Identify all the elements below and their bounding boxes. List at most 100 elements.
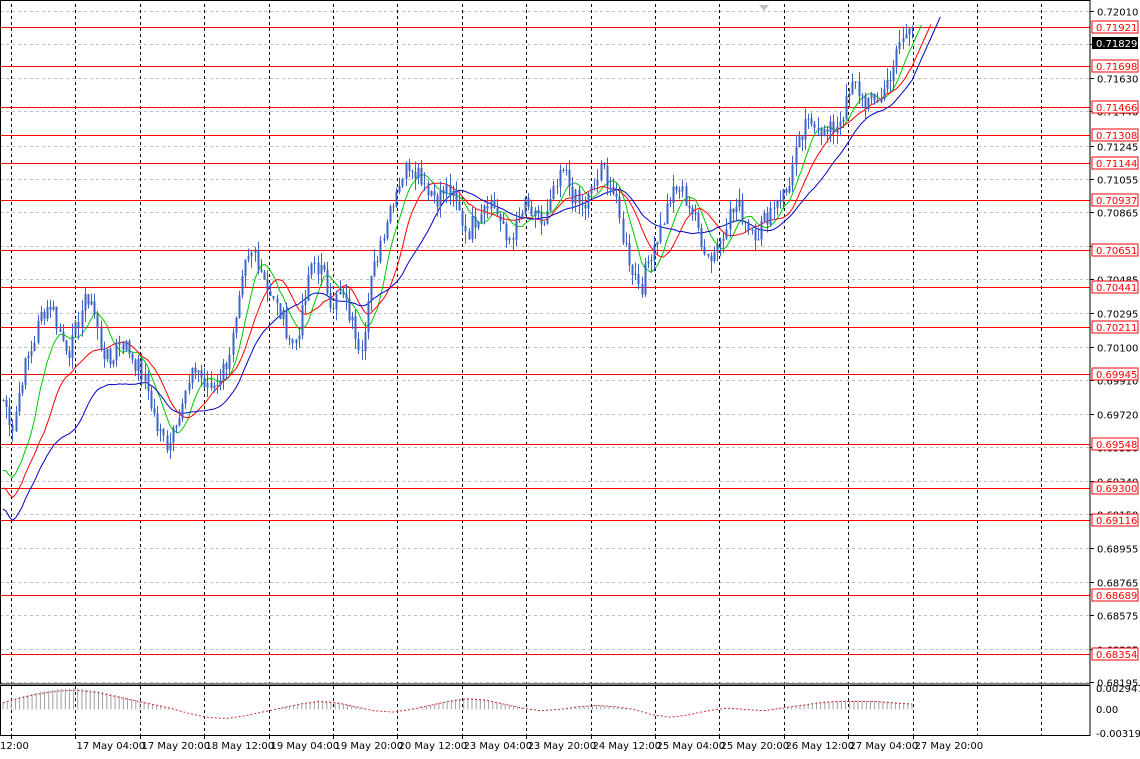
candle-body bbox=[911, 28, 914, 30]
candle-body bbox=[115, 344, 118, 361]
candle-body bbox=[468, 231, 471, 240]
candle-body bbox=[895, 48, 898, 67]
candle-body bbox=[52, 306, 55, 310]
candle-body bbox=[691, 207, 694, 215]
candle-body bbox=[653, 245, 656, 261]
candle-body bbox=[521, 213, 524, 217]
candle-body bbox=[785, 189, 788, 193]
level-tag[interactable] bbox=[1091, 280, 1139, 294]
candle-body bbox=[883, 88, 886, 99]
level-tag[interactable] bbox=[1091, 128, 1139, 142]
level-lines bbox=[0, 27, 1090, 655]
level-tag[interactable] bbox=[1091, 481, 1139, 495]
level-tag[interactable] bbox=[1091, 588, 1139, 602]
candle-body bbox=[433, 191, 436, 196]
level-tag-label: 0.69300 bbox=[1096, 484, 1137, 495]
candle-body bbox=[178, 418, 181, 426]
candle-body bbox=[807, 118, 810, 120]
candle-body bbox=[288, 338, 291, 340]
candle-body bbox=[908, 28, 911, 35]
candle-body bbox=[722, 238, 725, 241]
candle-body bbox=[263, 271, 266, 280]
time-tick-label: 17 May 20:00 bbox=[142, 741, 211, 752]
time-tick-label: 24 May 12:00 bbox=[593, 741, 662, 752]
candle-body bbox=[571, 186, 574, 204]
level-tag[interactable] bbox=[1091, 243, 1139, 257]
candle-body bbox=[480, 213, 483, 223]
candle-body bbox=[200, 370, 203, 378]
candle-body bbox=[678, 190, 681, 192]
level-tag[interactable] bbox=[1091, 437, 1139, 451]
candle-body bbox=[634, 273, 637, 276]
level-tag[interactable] bbox=[1091, 100, 1139, 114]
candle-body bbox=[552, 185, 555, 199]
candle-body bbox=[348, 298, 351, 321]
candle-body bbox=[776, 200, 779, 208]
candle-body bbox=[24, 358, 27, 385]
time-tick-label: 19 May 20:00 bbox=[335, 741, 404, 752]
candle-body bbox=[15, 411, 18, 431]
level-tag[interactable] bbox=[1091, 367, 1139, 381]
period-separators bbox=[11, 4, 1042, 735]
level-tag[interactable] bbox=[1091, 193, 1139, 207]
candle-body bbox=[732, 208, 735, 212]
candle-body bbox=[725, 229, 728, 239]
level-tag[interactable] bbox=[1091, 647, 1139, 661]
level-tag[interactable] bbox=[1091, 59, 1139, 73]
candle-body bbox=[842, 119, 845, 122]
candle-body bbox=[644, 263, 647, 295]
level-tag[interactable] bbox=[1091, 20, 1139, 34]
candle-body bbox=[584, 204, 587, 209]
candle-body bbox=[848, 93, 851, 97]
candle-body bbox=[628, 243, 631, 266]
candle-body bbox=[147, 374, 150, 391]
candle-body bbox=[282, 310, 285, 319]
candle-body bbox=[537, 210, 540, 214]
level-tag[interactable] bbox=[1091, 320, 1139, 334]
candle-body bbox=[788, 185, 791, 193]
level-tag[interactable] bbox=[1091, 513, 1139, 527]
candle-body bbox=[876, 100, 879, 103]
osc-frame bbox=[0, 685, 1091, 736]
candle-body bbox=[713, 252, 716, 262]
candle-body bbox=[574, 189, 577, 204]
candle-body bbox=[181, 403, 184, 419]
candle-body bbox=[603, 163, 606, 166]
candle-body bbox=[707, 253, 710, 256]
time-tick-label: 23 May 20:00 bbox=[528, 741, 597, 752]
candle-body bbox=[339, 291, 342, 295]
candle-body bbox=[276, 298, 279, 304]
candle-body bbox=[760, 221, 763, 240]
candle-body bbox=[228, 354, 231, 370]
current-price-tag[interactable] bbox=[1092, 37, 1138, 49]
candle-body bbox=[21, 384, 24, 393]
candle-body bbox=[332, 307, 335, 309]
candle-body bbox=[307, 274, 310, 301]
candle-body bbox=[77, 322, 80, 328]
candle-body bbox=[637, 273, 640, 285]
price-tick-label: 0.70100 bbox=[1097, 344, 1138, 355]
candle-body bbox=[213, 385, 216, 388]
candle-body bbox=[496, 207, 499, 215]
candle-body bbox=[502, 221, 505, 224]
candle-body bbox=[851, 81, 854, 94]
level-tag-label: 0.69116 bbox=[1096, 516, 1137, 527]
level-tag[interactable] bbox=[1091, 156, 1139, 170]
candle-body bbox=[112, 360, 115, 365]
candle-body bbox=[194, 367, 197, 373]
candle-body bbox=[361, 350, 364, 352]
candle-body bbox=[313, 262, 316, 264]
candle-body bbox=[795, 146, 798, 165]
candle-body bbox=[609, 186, 612, 188]
candle-body bbox=[681, 186, 684, 192]
osc-tick-label: 0.00 bbox=[1096, 705, 1118, 716]
candle-body bbox=[867, 97, 870, 109]
candle-body bbox=[203, 377, 206, 388]
candle-body bbox=[364, 332, 367, 351]
candle-body bbox=[512, 237, 515, 240]
candle-body bbox=[886, 80, 889, 89]
chart-shift-marker[interactable] bbox=[759, 5, 769, 11]
candle-body bbox=[641, 284, 644, 295]
